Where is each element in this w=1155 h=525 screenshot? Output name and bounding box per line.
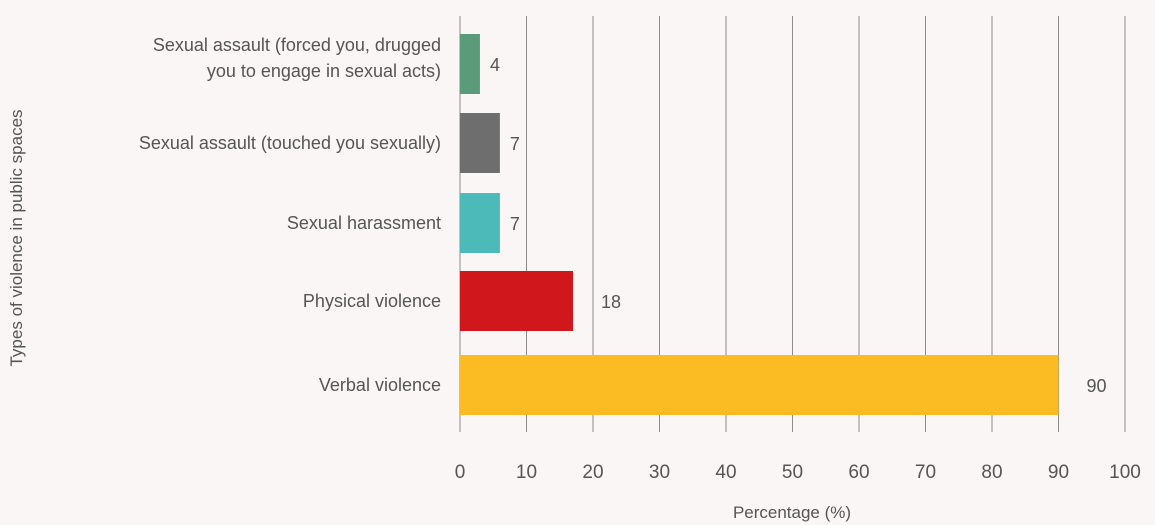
category-label-5: Verbal violence: [319, 375, 441, 395]
category-label-4: Physical violence: [303, 291, 441, 311]
tick-label-70: 70: [915, 462, 936, 483]
category-label-3: Sexual harassment: [287, 213, 441, 233]
tick-label-80: 80: [981, 462, 1002, 483]
value-label-1: 4: [490, 55, 500, 75]
category-labels: Sexual assault (forced you, drugged you t…: [139, 35, 441, 395]
bar-2: [460, 113, 500, 173]
bar-3: [460, 193, 500, 253]
tick-label-10: 10: [516, 462, 537, 483]
category-label-1: Sexual assault (forced you, drugged you t…: [153, 35, 441, 81]
value-labels: 4 7 7 18 90: [490, 55, 1107, 396]
tick-label-30: 30: [649, 462, 670, 483]
tick-label-0: 0: [455, 462, 466, 483]
tick-label-50: 50: [782, 462, 803, 483]
value-label-5: 90: [1087, 376, 1107, 396]
tick-label-40: 40: [715, 462, 736, 483]
y-axis-title: Types of violence in public spaces: [7, 109, 26, 366]
tick-label-60: 60: [848, 462, 869, 483]
bar-4: [460, 271, 574, 331]
tick-label-90: 90: [1048, 462, 1069, 483]
tick-label-20: 20: [582, 462, 603, 483]
tick-label-100: 100: [1109, 462, 1141, 483]
value-label-4: 18: [601, 292, 621, 312]
bar-1: [460, 34, 480, 94]
value-label-2: 7: [510, 134, 520, 154]
x-axis-title: Percentage (%): [733, 503, 851, 522]
value-label-3: 7: [510, 214, 520, 234]
bars: [460, 34, 1059, 415]
tick-labels: 0 10 20 30 40 50 60 70 80 90 100: [455, 462, 1141, 483]
bar-5: [460, 355, 1059, 415]
category-label-2: Sexual assault (touched you sexually): [139, 133, 441, 153]
